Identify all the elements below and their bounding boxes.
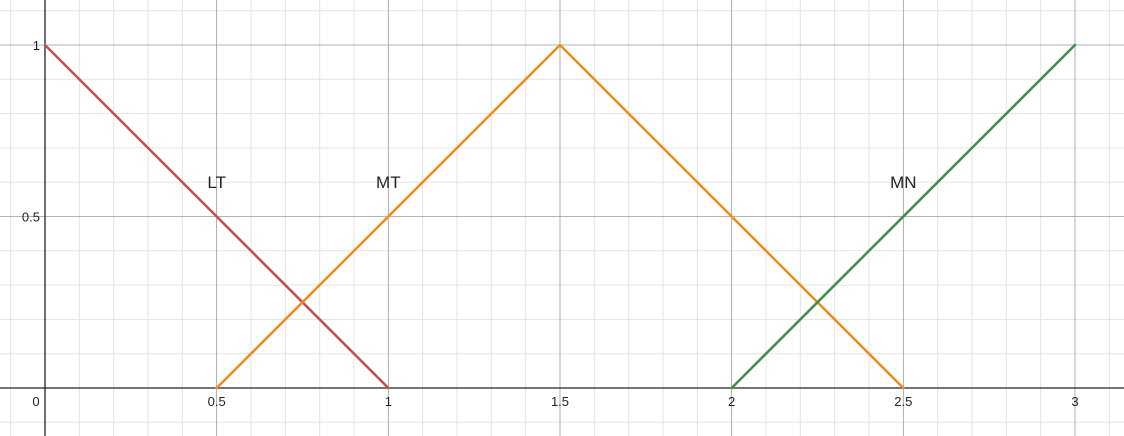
x-tick-label: 0.5	[208, 394, 226, 409]
series-label-mt: MT	[376, 173, 401, 192]
x-tick-label: 3	[1071, 394, 1078, 409]
series-line-lt	[43, 43, 390, 390]
y-tick-label: 1	[33, 38, 40, 53]
series-line-mn	[730, 43, 1077, 390]
series-line-mt	[215, 43, 905, 390]
x-tick-label: 2	[728, 394, 735, 409]
series-label-mn: MN	[890, 173, 916, 192]
y-tick-labels: 0.51	[22, 38, 40, 225]
series-lines	[43, 43, 1077, 390]
x-tick-label: 1.5	[551, 394, 569, 409]
y-tick-label: 0.5	[22, 210, 40, 225]
series-label-lt: LT	[207, 173, 226, 192]
x-tick-label: 0	[32, 394, 39, 409]
x-tick-label: 2.5	[894, 394, 912, 409]
series-labels: LT MT MN	[207, 173, 916, 192]
x-tick-labels: 0 0.5 1 1.5 2 2.5 3	[32, 394, 1078, 409]
x-tick-label: 1	[385, 394, 392, 409]
